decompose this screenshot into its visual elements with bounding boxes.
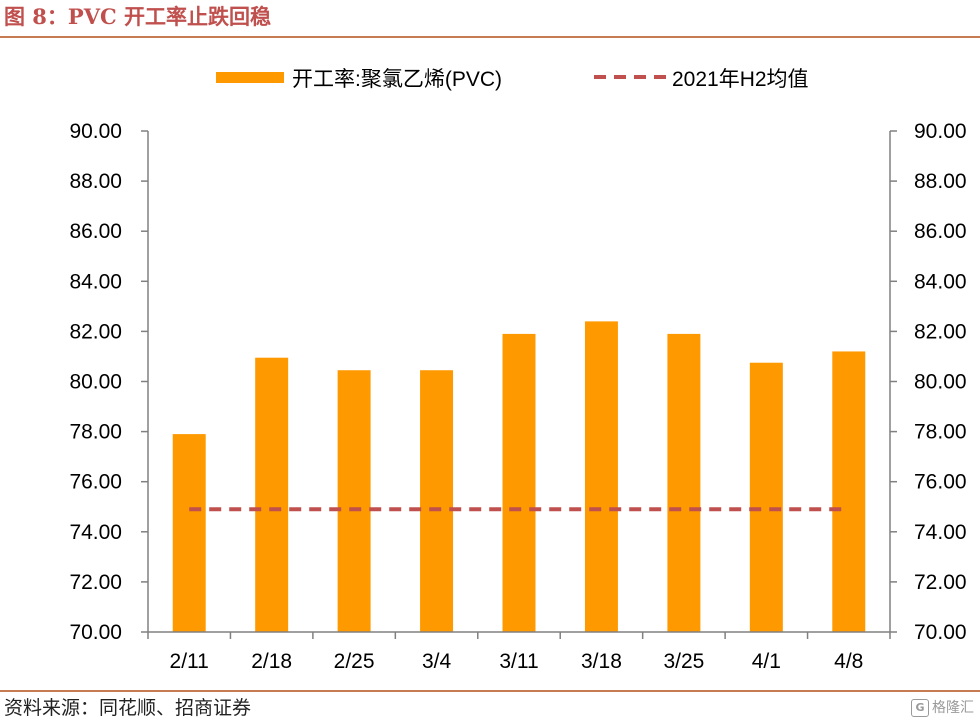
- bar: [255, 357, 289, 632]
- y-tick-label-right: 84.00: [914, 270, 967, 293]
- y-tick-label-left: 90.00: [69, 120, 122, 143]
- bar-series: [172, 321, 866, 632]
- legend-bar-swatch: [216, 72, 284, 83]
- y-tick-label-left: 78.00: [69, 421, 122, 444]
- y-tick-label-left: 80.00: [69, 371, 122, 394]
- chart: 开工率:聚氯乙烯(PVC) 2021年H2均值 70.0072.0074.007…: [69, 68, 967, 673]
- y-tick-label-right: 72.00: [914, 571, 967, 594]
- y-tick-label-right: 88.00: [914, 170, 967, 193]
- bar: [667, 333, 701, 632]
- x-axis: 2/11 2/18 2/25 3/4 3/11 3/18 3/25 4/1 4/8: [147, 631, 891, 673]
- y-tick-label-left: 70.00: [69, 621, 122, 644]
- legend-line-label: 2021年H2均值: [672, 68, 809, 91]
- y-tick-label-left: 86.00: [69, 220, 122, 243]
- legend-bar-label: 开工率:聚氯乙烯(PVC): [292, 68, 502, 91]
- bar: [502, 333, 536, 632]
- legend: 开工率:聚氯乙烯(PVC) 2021年H2均值: [216, 68, 809, 91]
- bar: [749, 362, 783, 632]
- x-tick-label: 2/25: [334, 650, 375, 673]
- watermark: G 格隆汇: [911, 696, 974, 720]
- y-tick-label-right: 86.00: [914, 220, 967, 243]
- watermark-logo-icon: G: [911, 699, 929, 717]
- y-tick-label-right: 78.00: [914, 421, 967, 444]
- y-tick-label-right: 74.00: [914, 521, 967, 544]
- watermark-text: 格隆汇: [932, 700, 974, 716]
- bar: [172, 434, 206, 632]
- y-tick-label-left: 82.00: [69, 320, 122, 343]
- y-tick-label-right: 70.00: [914, 621, 967, 644]
- figure-title: 图 8：PVC 开工率止跌回稳: [4, 4, 272, 29]
- x-tick-label: 2/11: [170, 650, 209, 673]
- x-tick-label: 3/18: [581, 650, 622, 673]
- bar: [337, 370, 371, 632]
- source-note: 资料来源：同花顺、招商证券: [4, 697, 252, 719]
- y-tick-label-right: 76.00: [914, 471, 967, 494]
- y-axis-right: 70.00 72.00 74.00 76.00 78.00 80.00 82.00 84.00…: [889, 120, 967, 644]
- x-tick-label: 3/4: [422, 650, 452, 673]
- y-tick-label-right: 90.00: [914, 120, 967, 143]
- y-tick-label-right: 80.00: [914, 371, 967, 394]
- y-tick-label-left: 84.00: [69, 270, 122, 293]
- y-tick-label-left: 72.00: [69, 571, 122, 594]
- bar: [420, 370, 454, 632]
- y-tick-label-left: 88.00: [69, 170, 122, 193]
- y-tick-label-left: 76.00: [69, 471, 122, 494]
- bar: [584, 321, 618, 632]
- x-tick-label: 2/18: [251, 650, 292, 673]
- x-tick-label: 4/1: [752, 650, 781, 673]
- x-tick-label: 3/25: [663, 650, 704, 673]
- x-tick-label: 3/11: [499, 650, 538, 673]
- x-tick-label: 4/8: [834, 650, 863, 673]
- y-axis-left: 70.00 72.00 74.00 76.00 78.00 80.00 82.00 84.00…: [69, 120, 149, 644]
- source-rule: [0, 690, 980, 692]
- bar: [832, 351, 866, 632]
- y-tick-label-left: 74.00: [69, 521, 122, 544]
- title-rule: [0, 36, 980, 38]
- y-tick-label-right: 82.00: [914, 320, 967, 343]
